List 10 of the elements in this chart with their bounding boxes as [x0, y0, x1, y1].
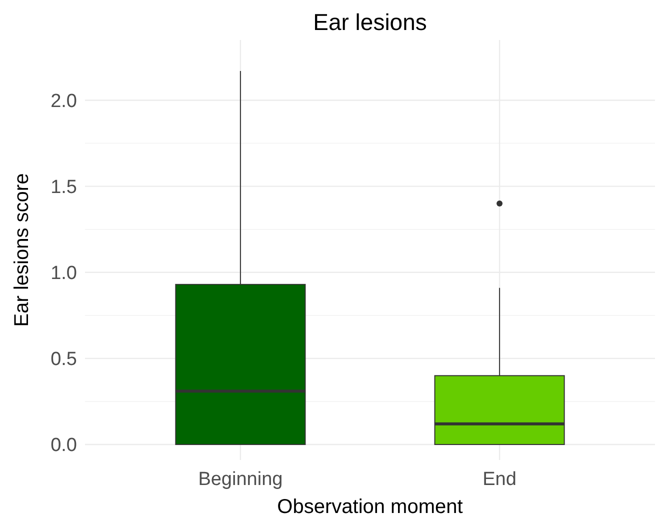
- y-axis-title: Ear lesions score: [11, 173, 33, 327]
- x-axis-title: Observation moment: [277, 496, 464, 518]
- x-tick-label: Beginning: [198, 469, 283, 490]
- y-tick-label: 2.0: [50, 90, 77, 112]
- y-tick-label: 1.5: [50, 176, 77, 198]
- y-tick-label: 1.0: [50, 263, 77, 284]
- y-tick-label: 0.5: [50, 349, 77, 370]
- chart-title: Ear lesions: [313, 9, 427, 35]
- y-tick-label: 0.0: [50, 435, 77, 456]
- x-tick-label: End: [482, 469, 516, 490]
